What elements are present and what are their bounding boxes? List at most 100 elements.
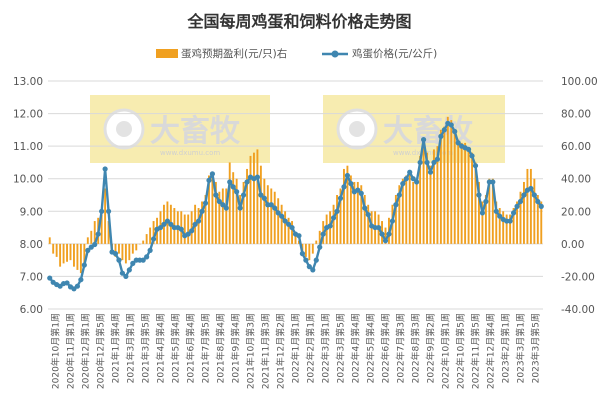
price-point bbox=[220, 202, 226, 208]
profit-bar bbox=[498, 208, 501, 244]
price-point bbox=[78, 277, 84, 283]
price-point bbox=[230, 184, 236, 190]
profit-bar bbox=[214, 181, 217, 244]
watermark-logo-dot bbox=[349, 121, 365, 137]
price-point bbox=[244, 179, 250, 185]
profit-bar bbox=[516, 201, 518, 244]
profit-bar bbox=[104, 188, 107, 244]
price-point bbox=[185, 231, 191, 237]
profit-bar bbox=[131, 243, 134, 254]
profit-bar bbox=[100, 214, 103, 244]
x-tick-label: 2022年10月第5周 bbox=[455, 313, 467, 389]
profit-bar bbox=[488, 178, 491, 244]
price-point bbox=[469, 153, 475, 159]
profit-bar bbox=[415, 178, 418, 244]
profit-bar bbox=[426, 152, 428, 244]
profit-bar bbox=[152, 221, 155, 244]
profit-bar bbox=[360, 185, 363, 244]
price-point bbox=[434, 156, 441, 162]
price-point bbox=[438, 133, 444, 139]
price-point bbox=[348, 181, 354, 187]
price-point bbox=[306, 264, 312, 270]
price-point bbox=[216, 198, 222, 205]
price-point bbox=[465, 146, 472, 152]
price-point bbox=[299, 251, 306, 257]
profit-bar bbox=[218, 191, 221, 244]
profit-bar bbox=[509, 214, 512, 244]
profit-bar bbox=[128, 243, 131, 261]
price-point bbox=[275, 210, 281, 216]
profit-bar bbox=[401, 178, 404, 244]
x-tick-label: 2021年3月第1周 bbox=[125, 313, 137, 383]
profit-bar bbox=[343, 168, 345, 244]
price-point bbox=[74, 283, 81, 289]
x-tick-label: 2021年6月第4周 bbox=[185, 313, 197, 383]
price-point bbox=[517, 198, 524, 205]
price-point bbox=[427, 169, 434, 175]
price-point bbox=[479, 210, 486, 216]
profit-bar bbox=[208, 175, 210, 244]
profit-bar bbox=[311, 243, 314, 254]
price-point bbox=[119, 270, 126, 276]
left-tick-label: 7.00 bbox=[20, 271, 43, 283]
profit-bar bbox=[422, 139, 425, 244]
price-point bbox=[168, 221, 174, 227]
legend-line-marker bbox=[331, 50, 339, 58]
price-point bbox=[289, 224, 295, 231]
watermark-url: www.dxumu.com bbox=[160, 149, 220, 157]
price-point bbox=[268, 202, 274, 208]
x-tick-label: 2021年12月第2周 bbox=[275, 313, 287, 389]
profit-bar bbox=[273, 191, 276, 244]
price-point bbox=[310, 267, 316, 273]
price-point bbox=[424, 159, 430, 166]
price-point bbox=[528, 185, 534, 192]
profit-bar bbox=[149, 227, 152, 244]
price-point bbox=[313, 257, 319, 263]
price-point bbox=[140, 257, 146, 263]
profit-bar bbox=[121, 243, 124, 261]
price-point bbox=[344, 172, 351, 179]
x-tick-label: 2023年2月第1周 bbox=[500, 313, 512, 383]
price-point bbox=[285, 221, 292, 227]
x-axis-labels: 2020年10月第1周 2020年11月第1周 2020年12月第1周 2020年12… bbox=[50, 313, 542, 389]
price-point bbox=[164, 218, 171, 224]
profit-bar bbox=[367, 204, 370, 244]
profit-bar bbox=[398, 185, 401, 244]
profit-bar bbox=[246, 168, 248, 244]
profit-bar bbox=[284, 211, 287, 244]
profit-bar bbox=[197, 208, 200, 244]
x-tick-label: 2022年3月第1周 bbox=[320, 313, 332, 383]
profit-bar bbox=[242, 181, 245, 244]
profit-bar bbox=[145, 234, 148, 244]
x-tick-label: 2020年10月第1周 bbox=[50, 313, 62, 389]
profit-bar bbox=[259, 165, 262, 244]
right-tick-label: 100.00 bbox=[561, 76, 598, 88]
price-point bbox=[334, 208, 340, 214]
x-tick-label: 2021年10月第3周 bbox=[245, 313, 257, 389]
profit-bar bbox=[412, 181, 415, 244]
price-point bbox=[178, 226, 184, 232]
price-point bbox=[535, 198, 541, 205]
profit-bar bbox=[467, 149, 470, 244]
profit-bar bbox=[280, 204, 283, 244]
profit-bar bbox=[523, 181, 525, 244]
profit-bar bbox=[495, 201, 498, 244]
profit-bar bbox=[124, 243, 127, 264]
price-point bbox=[99, 208, 105, 214]
price-point bbox=[92, 241, 98, 248]
price-point bbox=[227, 179, 233, 185]
price-point bbox=[130, 260, 136, 266]
price-point bbox=[417, 159, 423, 166]
profit-bar bbox=[211, 172, 214, 244]
left-axis-ticks: 6.00 7.00 8.00 9.00 10.00 11.00 12.00 13.00 bbox=[13, 76, 43, 316]
profit-bar bbox=[277, 198, 280, 244]
profit-bar bbox=[55, 243, 58, 257]
right-tick-label: 40.00 bbox=[561, 174, 591, 186]
x-tick-label: 2021年9月第4周 bbox=[230, 313, 242, 383]
x-tick-label: 2022年4月第4周 bbox=[350, 313, 362, 383]
profit-bar bbox=[453, 129, 456, 244]
profit-bar bbox=[291, 221, 293, 244]
left-tick-label: 11.00 bbox=[13, 141, 43, 153]
price-point bbox=[362, 205, 368, 211]
